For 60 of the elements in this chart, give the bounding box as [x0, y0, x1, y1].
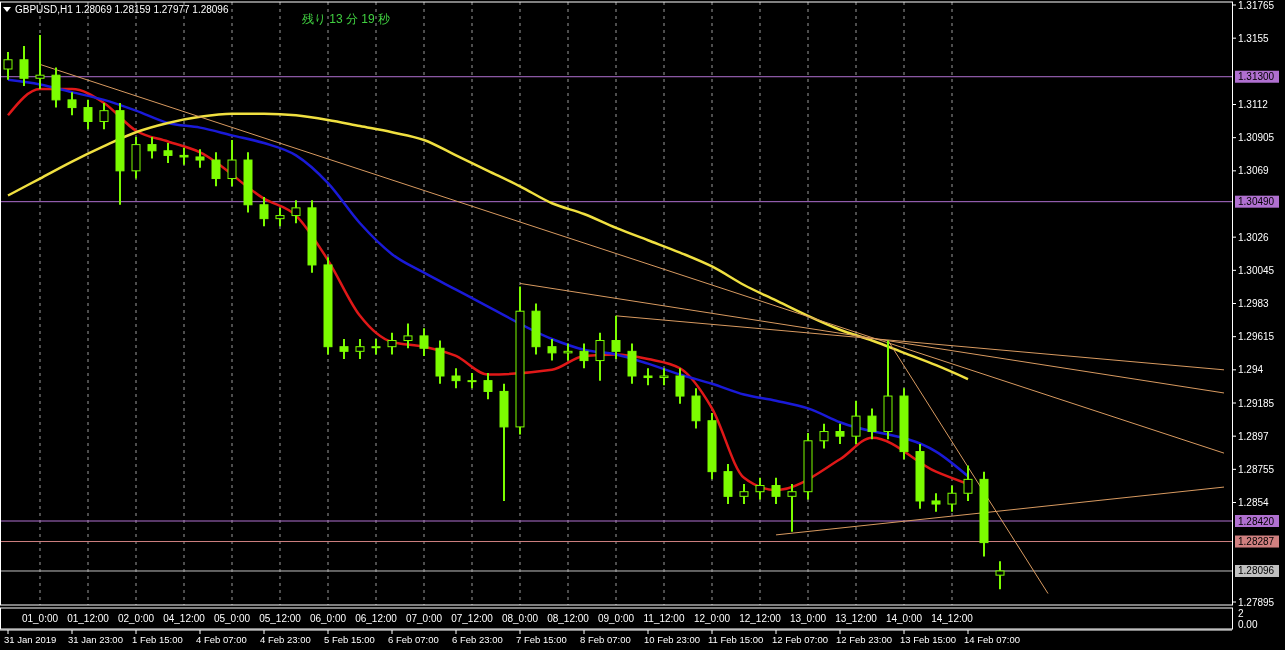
- y-tick-label: 1.294: [1238, 364, 1264, 376]
- y-tick-label: 1.29185: [1238, 397, 1275, 409]
- x-tick-label: 14_12:00: [931, 613, 974, 624]
- x-tick-label: 14_0:00: [885, 613, 923, 624]
- text: 7 Feb 15:00: [516, 634, 567, 645]
- text: 31 Jan 23:00: [68, 634, 123, 645]
- text: 10 Feb 23:00: [644, 634, 700, 645]
- chart-title: GBPUSD,H1 1.28069 1.28159 1.27977 1.28096: [15, 4, 229, 15]
- ref-line-label: 1.31300: [1238, 71, 1275, 83]
- text: 0.00: [1238, 619, 1258, 630]
- text: 6 Feb 07:00: [388, 634, 439, 645]
- y-tick-label: 1.3112: [1238, 99, 1269, 110]
- x-tick-label: 12_0:00: [693, 613, 731, 624]
- x-tick-label: 02_0:00: [117, 613, 155, 624]
- y-tick-label: 1.30905: [1238, 132, 1275, 144]
- annotation: 残り 13 分 19 秒: [302, 12, 391, 26]
- text: 5 Feb 15:00: [324, 634, 375, 645]
- x-tick-label: 08_12:00: [547, 613, 590, 624]
- x-tick-label: 11_12:00: [643, 613, 685, 624]
- y-tick-label: 1.2897: [1238, 430, 1270, 442]
- text: 8 Feb 07:00: [580, 634, 631, 645]
- text: 4 Feb 07:00: [196, 634, 247, 645]
- y-tick-label: 1.31765: [1238, 0, 1275, 11]
- y-tick-label: 1.2854: [1238, 497, 1270, 508]
- text: 12 Feb 07:00: [772, 634, 828, 645]
- y-tick-label: 1.2983: [1238, 298, 1270, 309]
- x-tick-label: 01_0:00: [21, 613, 59, 624]
- x-tick-label: 13_12:00: [835, 613, 878, 624]
- x-tick-label: 08_0:00: [501, 613, 539, 624]
- x-tick-label: 06_12:00: [355, 613, 398, 624]
- ref-line-label: 1.28420: [1238, 515, 1275, 527]
- text: 1 Feb 15:00: [132, 634, 183, 645]
- text: 11 Feb 15:00: [708, 634, 764, 645]
- y-tick-label: 1.3155: [1238, 32, 1270, 44]
- text: 13 Feb 15:00: [900, 634, 956, 645]
- y-tick-label: 1.3069: [1238, 165, 1270, 177]
- text: 2: [1238, 608, 1244, 619]
- y-tick-label: 1.27895: [1238, 596, 1275, 608]
- text: 14 Feb 07:00: [964, 634, 1020, 645]
- x-tick-label: 06_0:00: [309, 613, 347, 624]
- x-tick-label: 05_12:00: [259, 613, 302, 624]
- text: 6 Feb 23:00: [452, 634, 503, 645]
- y-tick-label: 1.30045: [1238, 264, 1275, 276]
- x-tick-label: 07_12:00: [451, 613, 494, 624]
- ref-line-label: 1.30490: [1238, 196, 1275, 208]
- text: 4 Feb 23:00: [260, 634, 311, 645]
- x-tick-label: 04_12:00: [163, 613, 206, 624]
- y-tick-label: 1.3026: [1238, 231, 1270, 243]
- x-tick-label: 09_0:00: [597, 613, 635, 624]
- x-tick-label: 12_12:00: [739, 613, 782, 624]
- ref-line-label: 1.28096: [1238, 565, 1275, 577]
- x-tick-label: 07_0:00: [405, 613, 443, 624]
- x-tick-label: 01_12:00: [67, 613, 110, 624]
- text: 31 Jan 2019: [4, 634, 57, 645]
- x-tick-label: 05_0:00: [213, 613, 251, 624]
- y-tick-label: 1.29615: [1238, 331, 1275, 343]
- y-tick-label: 1.28755: [1238, 463, 1275, 475]
- text: 12 Feb 23:00: [836, 634, 892, 645]
- ref-line-label: 1.28287: [1238, 536, 1275, 548]
- x-tick-label: 13_0:00: [789, 613, 827, 624]
